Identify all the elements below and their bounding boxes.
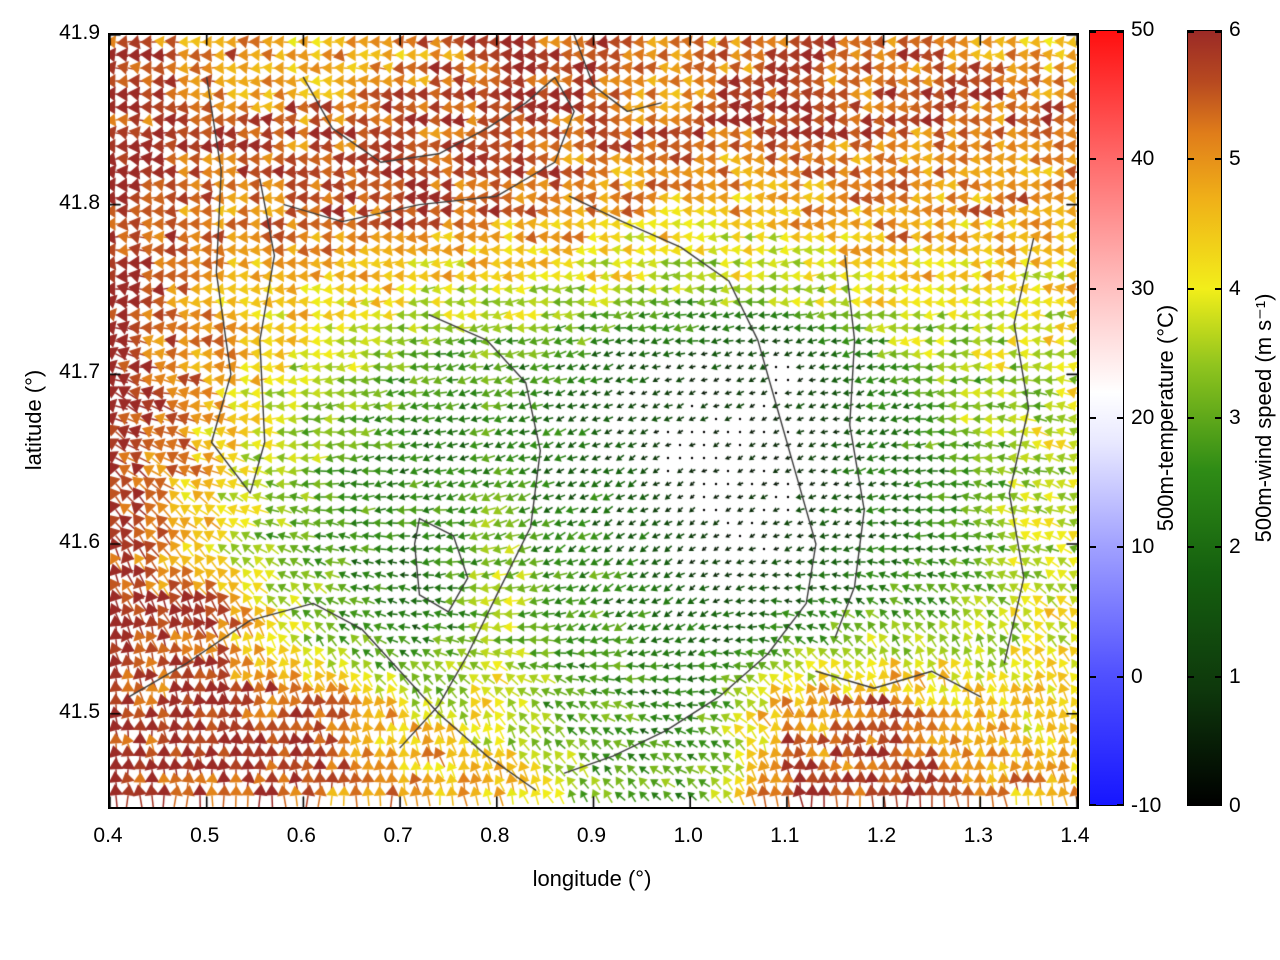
colorbar-tick-label: 3 — [1229, 406, 1241, 429]
x-tick-label: 1.2 — [866, 824, 897, 847]
colorbar-tick-mark — [1215, 158, 1222, 161]
colorbar-tick-mark — [1089, 287, 1096, 290]
x-tick-label: 1.1 — [770, 824, 800, 847]
colorbar-tick-label: 10 — [1131, 535, 1155, 559]
y-tick-label: 41.9 — [59, 21, 100, 44]
colorbar-tick-mark — [1187, 417, 1194, 419]
colorbar-tick-mark — [1117, 546, 1124, 549]
colorbar-tick-label: 5 — [1229, 147, 1241, 171]
x-tick-label: 0.9 — [576, 824, 607, 847]
plot-area — [108, 33, 1079, 809]
colorbar-tick-label: 4 — [1229, 276, 1241, 300]
colorbar-tick-mark — [1117, 31, 1124, 33]
y-tick-label: 41.7 — [59, 360, 100, 384]
x-tick-label: 0.8 — [480, 824, 510, 847]
colorbar-temperature-label: 500m-temperature (°C) — [1153, 304, 1178, 532]
colorbar-tick-mark — [1117, 804, 1124, 806]
y-axis-label: latitude (°) — [21, 369, 46, 471]
x-tick-label: 0.6 — [286, 824, 316, 847]
colorbar-tick-mark — [1215, 546, 1222, 549]
x-tick-label: 1.4 — [1060, 824, 1090, 847]
colorbar-tick-mark — [1089, 417, 1096, 419]
x-axis-label: longitude (°) — [532, 866, 652, 891]
x-tick-label: 1.3 — [963, 824, 993, 847]
colorbar-tick-label: 40 — [1131, 147, 1155, 171]
colorbar-tick-mark — [1117, 287, 1124, 290]
colorbar-tick-label: 0 — [1229, 794, 1241, 817]
colorbar-wind-speed-label: 500m-wind speed (m s⁻¹) — [1251, 293, 1276, 543]
x-tick-label: 1.0 — [673, 824, 703, 847]
colorbar-tick-label: 0 — [1131, 664, 1143, 688]
colorbar-tick-mark — [1089, 675, 1096, 678]
x-tick-label: 0.4 — [93, 824, 123, 847]
colorbar-tick-mark — [1215, 31, 1222, 33]
colorbar-tick-label: 30 — [1131, 276, 1155, 300]
x-tick-label: 0.7 — [383, 824, 413, 847]
colorbar-tick-mark — [1089, 804, 1096, 806]
colorbar-tick-mark — [1117, 158, 1124, 161]
colorbar-tick-mark — [1187, 546, 1194, 549]
colorbar-tick-mark — [1215, 804, 1222, 806]
colorbar-tick-mark — [1215, 287, 1222, 290]
colorbar-tick-mark — [1187, 287, 1194, 290]
colorbar-tick-mark — [1215, 417, 1222, 419]
colorbar-tick-label: -10 — [1131, 794, 1162, 817]
y-tick-label: 41.5 — [59, 699, 100, 723]
colorbar-tick-mark — [1089, 546, 1096, 549]
colorbar-tick-mark — [1187, 804, 1194, 806]
colorbar-tick-mark — [1117, 675, 1124, 678]
colorbar-tick-label: 6 — [1229, 18, 1241, 41]
colorbar-tick-mark — [1089, 158, 1096, 161]
colorbar-tick-mark — [1089, 31, 1096, 33]
colorbar-tick-label: 1 — [1229, 664, 1241, 688]
colorbar-tick-mark — [1187, 675, 1194, 678]
colorbar-tick-label: 20 — [1131, 406, 1155, 429]
colorbar-tick-mark — [1215, 675, 1222, 678]
colorbar-tick-label: 50 — [1131, 18, 1155, 41]
x-tick-label: 0.5 — [190, 824, 220, 847]
quiver-canvas — [110, 35, 1077, 807]
y-tick-label: 41.8 — [59, 190, 100, 214]
colorbar-tick-label: 2 — [1229, 535, 1241, 559]
colorbar-tick-mark — [1117, 417, 1124, 419]
colorbar-tick-mark — [1187, 158, 1194, 161]
colorbar-tick-mark — [1187, 31, 1194, 33]
y-tick-label: 41.6 — [59, 530, 100, 553]
